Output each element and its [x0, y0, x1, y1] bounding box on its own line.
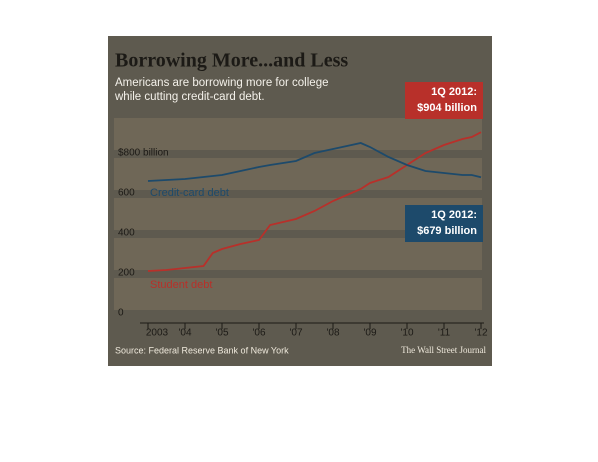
- y-tick-label: 400: [118, 228, 135, 239]
- x-tick-label: '09: [363, 328, 376, 339]
- y-tick-label: 200: [118, 268, 135, 279]
- band: [114, 238, 482, 270]
- band: [114, 158, 482, 190]
- credit: The Wall Street Journal: [401, 345, 486, 355]
- subtitle-box: Americans are borrowing more for college…: [115, 77, 329, 103]
- y-tick-label: 0: [118, 308, 124, 319]
- series-label: Student debt: [150, 279, 212, 291]
- series-line: [147, 142, 482, 182]
- annotation-text: $679 billion: [417, 225, 477, 237]
- x-tick-label: '07: [289, 328, 302, 339]
- x-tick-label: '06: [252, 328, 265, 339]
- series-label: Credit-card debt: [150, 187, 229, 199]
- band: [114, 118, 482, 150]
- x-tick-label: '11: [438, 328, 451, 339]
- y-tick-label: 600: [118, 188, 135, 199]
- chart-title: Borrowing More...and Less: [115, 50, 348, 72]
- x-tick-label: '10: [400, 328, 413, 339]
- series-line: [147, 131, 482, 272]
- band: [114, 278, 482, 310]
- annotation-box: [405, 205, 483, 242]
- chart-subtitle: Americans are borrowing more for college…: [115, 77, 329, 103]
- annotation-text: $904 billion: [417, 102, 477, 114]
- x-tick-label: '12: [474, 328, 487, 339]
- x-tick-label: '04: [178, 328, 191, 339]
- annotation-text: 1Q 2012:: [431, 86, 477, 98]
- x-tick-label: '08: [326, 328, 339, 339]
- y-tick-label: $800 billion: [118, 148, 169, 159]
- annotation-text: 1Q 2012:: [431, 209, 477, 221]
- x-tick-label: 2003: [146, 328, 169, 339]
- source: Source: Federal Reserve Bank of New York: [115, 345, 289, 355]
- x-tick-label: '05: [215, 328, 228, 339]
- plot: 0 200 400 600 $800 billion 2003 '04 '05 '06 '07 '0…: [118, 82, 488, 339]
- annotation-box: [405, 82, 483, 119]
- bands: [114, 118, 482, 310]
